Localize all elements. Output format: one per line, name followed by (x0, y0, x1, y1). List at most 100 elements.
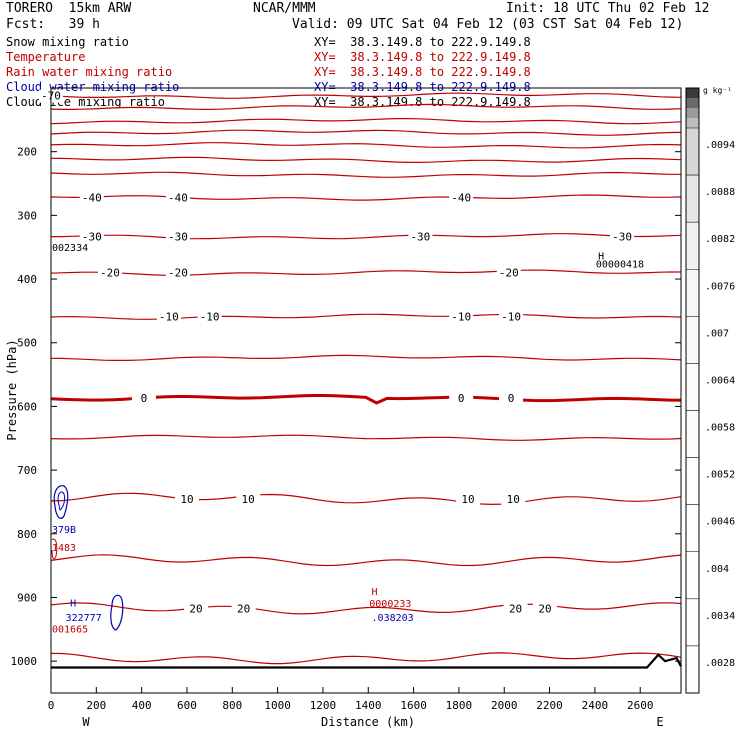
isotherm-label-bg (533, 602, 558, 616)
field-row: Rain water mixing ratio XY= 38.3.149.8 t… (6, 65, 576, 80)
x-tick-label: 1200 (310, 699, 337, 712)
y-tick-label: 900 (17, 591, 37, 604)
isotherm-label-bg (131, 392, 156, 406)
colorbar-swatch (685, 410, 700, 458)
x-tick-label: 2200 (536, 699, 563, 712)
extremum-label: H (598, 251, 604, 262)
isotherm-label: 0 (458, 392, 465, 405)
isotherm-label: 20 (538, 602, 551, 615)
isotherm-label-bg (184, 602, 209, 616)
field-xy-temperature: XY= 38.3.149.8 to 222.9.149.8 (314, 50, 531, 64)
colorbar-swatch (685, 269, 700, 317)
terrain-line (51, 653, 682, 669)
x-tick-label: 2400 (582, 699, 609, 712)
colorbar-label: .0058 (705, 423, 735, 434)
isotherm-label: 10 (461, 493, 474, 506)
x-tick-label: 800 (222, 699, 242, 712)
isotherm-label-bg (499, 392, 524, 406)
isotherm-line (50, 118, 682, 125)
y-tick-label: 300 (17, 209, 37, 222)
x-tick-label: 600 (177, 699, 197, 712)
colorbar-swatch (685, 127, 700, 176)
isotherm-label: -10 (200, 311, 220, 324)
isotherm-label-bg (165, 191, 190, 205)
colorbar-label: .004 (705, 564, 729, 575)
field-xy-rain: XY= 38.3.149.8 to 222.9.149.8 (314, 65, 531, 79)
y-tick-label: 800 (17, 528, 37, 541)
colorbar-swatch (685, 645, 700, 694)
isotherm-line (50, 554, 682, 567)
extremum-label: 322777 (66, 613, 102, 624)
isotherm-label: -20 (168, 267, 188, 280)
isotherm-label-bg (231, 602, 256, 616)
x-axis-label: Distance (km) (321, 715, 415, 729)
extremum-label: H (372, 587, 378, 598)
isotherm-label-bg (165, 266, 190, 280)
field-xy-snow: XY= 38.3.149.8 to 222.9.149.8 (314, 35, 531, 49)
isotherm-label-bg (449, 191, 474, 205)
isotherm-line (50, 313, 682, 320)
isotherm-label: -40 (82, 192, 102, 205)
right-endpoint-label: E (656, 715, 663, 729)
plot-frame (50, 87, 682, 694)
y-tick-label: 200 (17, 146, 37, 159)
forecast-hour: Fcst: 39 h (6, 17, 100, 32)
isotherm-label: 10 (180, 493, 193, 506)
isotherm-label-bg (496, 266, 521, 280)
isotherm-line (50, 269, 681, 276)
extremum-label: 379B (52, 525, 76, 536)
isotherm-label: -30 (612, 230, 632, 243)
x-tick-label: 1600 (400, 699, 427, 712)
isotherm-label-bg (449, 392, 474, 406)
isotherm-label: -10 (501, 311, 521, 324)
extremum-label: .038203 (372, 613, 414, 624)
colorbar-label: .0034 (705, 611, 735, 622)
init-time: Init: 18 UTC Thu 02 Feb 12 (506, 1, 710, 16)
colorbar-label: .0046 (705, 517, 735, 528)
isotherm-label: -20 (499, 267, 519, 280)
cloud-water-contour (53, 485, 69, 519)
x-tick-label: 1400 (355, 699, 382, 712)
field-name-cloud-water: Cloud water mixing ratio (6, 80, 180, 94)
field-name-temperature: Temperature (6, 50, 86, 64)
contour-label-layer: -70-40 -40 -40-30 -30 -30 -30-20 -20 -20-10 -10-… (39, 89, 644, 636)
colorbar: .0094 .0088 .0082 .0076 .007 .0064 .0058 .0052.… (685, 86, 735, 694)
colorbar-label: .0052 (705, 470, 735, 481)
isotherm-line (50, 354, 682, 361)
field-row: Temperature XY= 38.3.149.8 to 222.9.149.… (6, 50, 576, 65)
x-tick-label: 2000 (491, 699, 518, 712)
isotherm-label: 20 (237, 602, 250, 615)
x-tick-label: 200 (86, 699, 106, 712)
y-tick-label: 400 (17, 273, 37, 286)
isotherm-label: -10 (451, 311, 471, 324)
isotherm-line (50, 652, 682, 665)
isotherm-label-bg (165, 230, 190, 244)
colorbar-swatch (685, 457, 700, 505)
isotherm-line (50, 92, 682, 99)
isotherm-label: -40 (168, 192, 188, 205)
y-tick-label: 1000 (11, 655, 38, 668)
isotherm-layer (50, 92, 682, 665)
isotherm-label-bg (503, 602, 528, 616)
colorbar-label: .0088 (705, 187, 735, 198)
colorbar-label: .0094 (705, 140, 735, 151)
extremum-label: 001665 (52, 625, 88, 636)
isotherm-label-bg (236, 492, 261, 506)
isotherm-label: 0 (508, 392, 515, 405)
field-name-rain: Rain water mixing ratio (6, 65, 173, 79)
isotherm-label: -30 (168, 230, 188, 243)
field-row: Snow mixing ratio XY= 38.3.149.8 to 222.… (6, 35, 576, 50)
extremum-label: 0000233 (369, 599, 411, 610)
rain-water-contour (51, 538, 58, 560)
isotherm-label: -40 (451, 192, 471, 205)
isotherm-line (50, 394, 682, 405)
colorbar-label: .0076 (705, 281, 735, 292)
colorbar-unit: g kg⁻¹ (703, 86, 732, 95)
extremum-label: 1483 (52, 543, 76, 554)
left-endpoint-label: W (82, 715, 90, 729)
isotherm-label: 10 (507, 493, 520, 506)
isotherm-label-bg (156, 310, 181, 324)
